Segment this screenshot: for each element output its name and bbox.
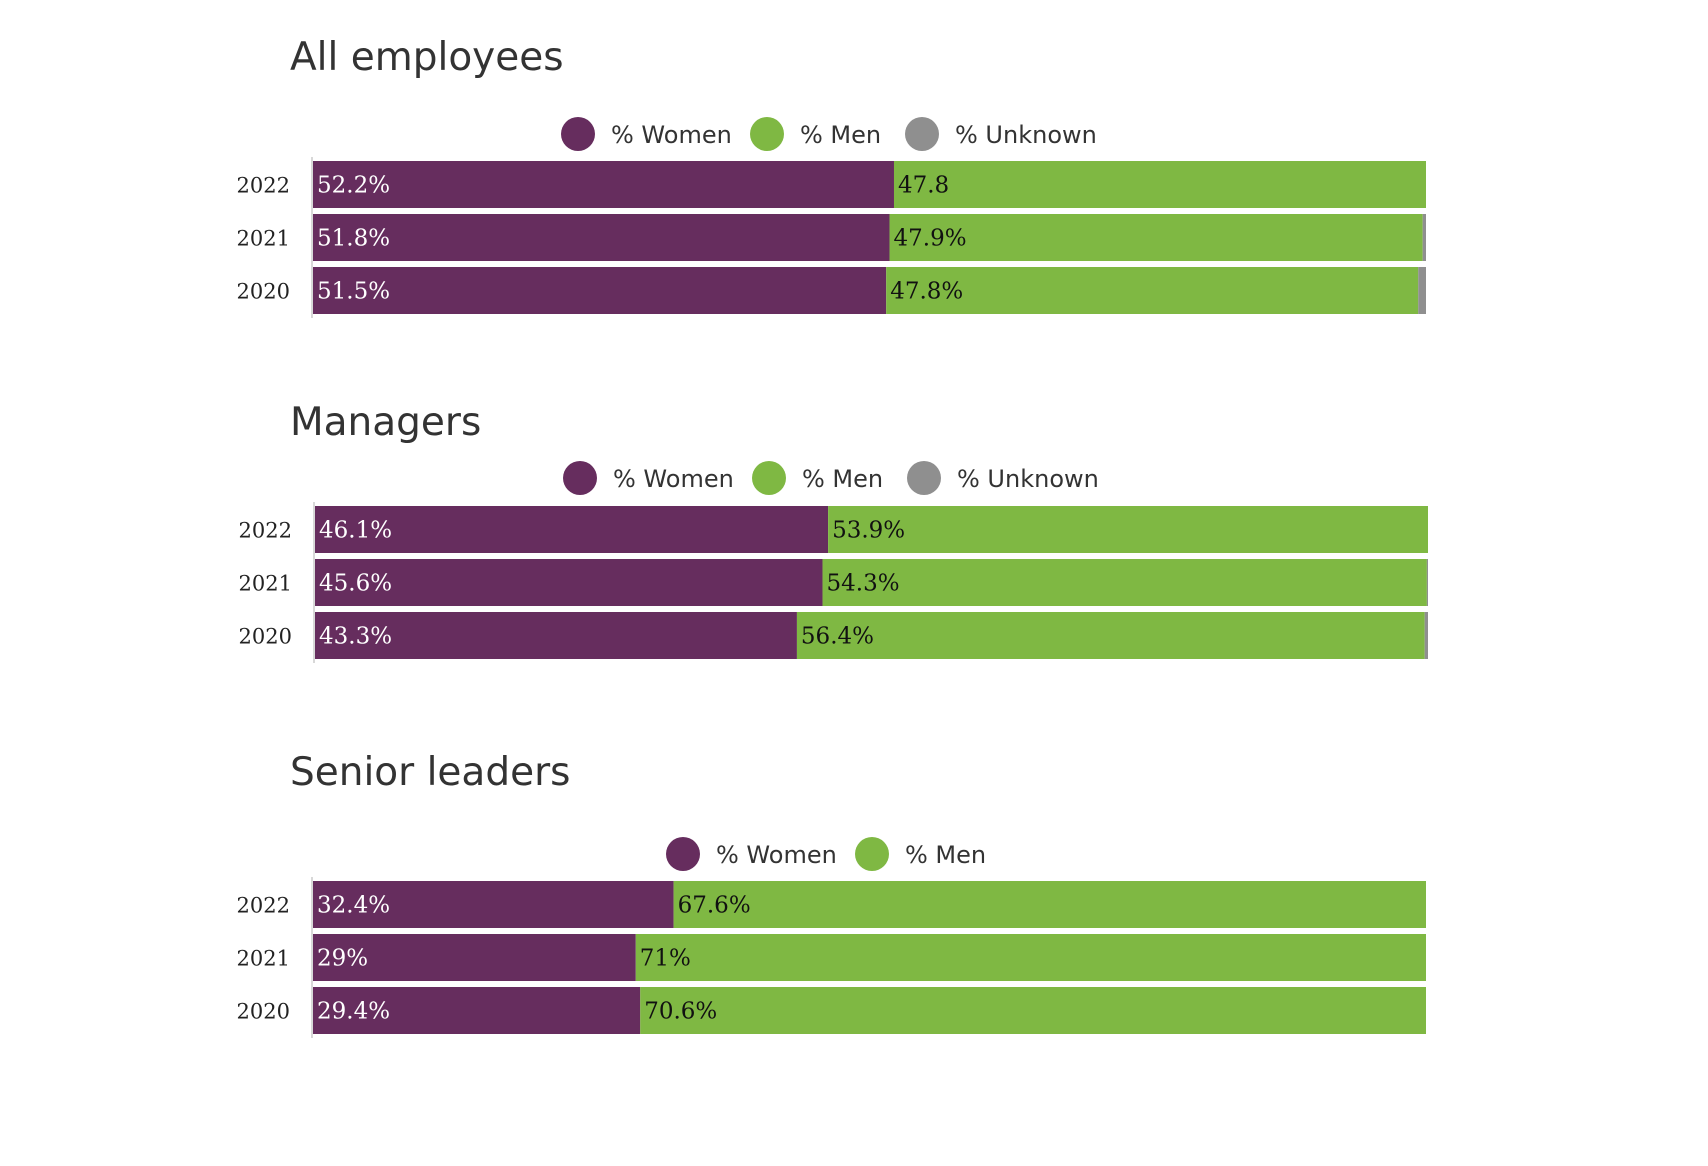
chart-senior-leaders: Senior leaders % Women % Men 2022 32.4% 67.6%… — [237, 750, 1426, 1038]
legend-label-women: % Women — [611, 121, 732, 149]
data-label-women-2020: 43.3% — [319, 624, 392, 650]
year-label-2022: 2022 — [239, 519, 292, 543]
bar-women-2022 — [315, 506, 829, 553]
data-label-women-2022: 52.2% — [317, 173, 390, 199]
data-label-men-2022: 53.9% — [832, 518, 905, 544]
data-label-women-2020: 51.5% — [317, 279, 390, 305]
legend-swatch-unknown — [907, 461, 941, 495]
legend-label-women: % Women — [613, 465, 734, 493]
chart-managers: Managers % Women % Men % Unknown 2022 46.1% 53… — [239, 400, 1428, 663]
legend-swatch-women — [563, 461, 597, 495]
legend-swatch-men — [855, 837, 889, 871]
bar-women-2020 — [315, 612, 797, 659]
year-label-2020: 2020 — [239, 625, 292, 649]
data-label-women-2021: 29% — [317, 946, 368, 972]
bar-women-2021 — [313, 214, 890, 261]
bar-men-2020 — [796, 612, 1425, 659]
data-label-men-2022: 47.8 — [898, 173, 949, 199]
legend-label-unknown: % Unknown — [955, 121, 1097, 149]
bar-unknown-2021 — [1422, 214, 1426, 261]
legend-label-women: % Women — [716, 841, 837, 869]
bar-men-2021 — [635, 934, 1426, 981]
bar-men-2022 — [828, 506, 1428, 553]
legend-label-men: % Men — [800, 121, 881, 149]
legend-swatch-women — [561, 117, 595, 151]
data-label-men-2020: 70.6% — [644, 999, 717, 1025]
data-label-women-2022: 46.1% — [319, 518, 392, 544]
legend-swatch-men — [750, 117, 784, 151]
legend-swatch-women — [666, 837, 700, 871]
bar-women-2020 — [313, 987, 641, 1034]
data-label-women-2021: 51.8% — [317, 226, 390, 252]
chart-title: Senior leaders — [290, 750, 570, 795]
data-label-men-2021: 71% — [640, 946, 691, 972]
bar-men-2022 — [673, 881, 1426, 928]
year-label-2022: 2022 — [237, 894, 290, 918]
bar-men-2020 — [886, 267, 1419, 314]
bar-women-2020 — [313, 267, 887, 314]
bar-women-2021 — [315, 559, 823, 606]
data-label-women-2022: 32.4% — [317, 893, 390, 919]
legend-label-men: % Men — [905, 841, 986, 869]
year-label-2021: 2021 — [239, 572, 292, 596]
chart-title: Managers — [290, 400, 481, 445]
chart-all-employees: All employees % Women % Men % Unknown 2022 52… — [237, 35, 1426, 318]
legend-swatch-men — [752, 461, 786, 495]
chart-title: All employees — [290, 35, 564, 80]
data-label-men-2020: 47.8% — [890, 279, 963, 305]
data-label-men-2021: 47.9% — [894, 226, 967, 252]
bar-women-2022 — [313, 161, 894, 208]
bar-men-2021 — [889, 214, 1423, 261]
year-label-2020: 2020 — [237, 280, 290, 304]
year-label-2020: 2020 — [237, 1000, 290, 1024]
bar-unknown-2021 — [1426, 559, 1428, 606]
bar-women-2021 — [313, 934, 636, 981]
bar-men-2022 — [893, 161, 1426, 208]
legend-label-unknown: % Unknown — [957, 465, 1099, 493]
bar-men-2021 — [822, 559, 1427, 606]
year-label-2021: 2021 — [237, 947, 290, 971]
bar-men-2020 — [640, 987, 1426, 1034]
data-label-men-2021: 54.3% — [827, 571, 900, 597]
data-label-women-2020: 29.4% — [317, 999, 390, 1025]
year-label-2021: 2021 — [237, 227, 290, 251]
year-label-2022: 2022 — [237, 174, 290, 198]
data-label-men-2022: 67.6% — [678, 893, 751, 919]
bar-women-2022 — [313, 881, 674, 928]
bar-unknown-2020 — [1424, 612, 1428, 659]
legend-swatch-unknown — [905, 117, 939, 151]
data-label-men-2020: 56.4% — [801, 624, 874, 650]
data-label-women-2021: 45.6% — [319, 571, 392, 597]
bar-unknown-2020 — [1418, 267, 1426, 314]
legend-label-men: % Men — [802, 465, 883, 493]
